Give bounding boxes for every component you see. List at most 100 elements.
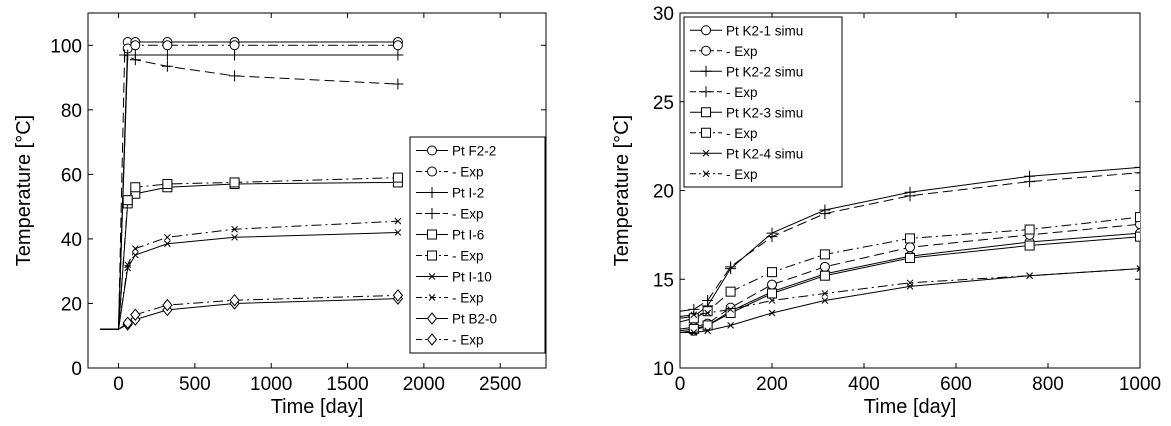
legend-label: - Exp xyxy=(452,249,484,264)
data-point xyxy=(130,182,141,193)
y-tick-label: 80 xyxy=(61,101,82,122)
data-point xyxy=(392,78,404,90)
data-point xyxy=(130,40,141,51)
data-point xyxy=(131,251,139,259)
legend-marker xyxy=(428,273,436,280)
data-point xyxy=(688,323,699,334)
data-point xyxy=(767,267,777,278)
x-tick-label: 1500 xyxy=(326,374,368,395)
y-tick-label: 15 xyxy=(653,270,674,291)
x-tick-label: 800 xyxy=(1032,374,1064,395)
data-point xyxy=(767,288,777,299)
data-point xyxy=(1134,161,1140,173)
data-point xyxy=(229,49,241,61)
legend-label: Pt K2-3 simu xyxy=(726,105,803,120)
legend: Pt K2-1 simu - Exp Pt K2-2 simu - Exp Pt K2-… xyxy=(683,16,843,188)
legend-marker xyxy=(427,145,437,156)
series-8 xyxy=(100,217,402,330)
data-point xyxy=(161,49,173,61)
data-point xyxy=(1026,272,1033,280)
data-point xyxy=(725,286,736,297)
data-point xyxy=(392,49,404,61)
data-point xyxy=(768,309,776,317)
x-tick-label: 1000 xyxy=(250,374,292,395)
x-tick-label: 500 xyxy=(179,374,211,395)
legend-marker xyxy=(701,107,711,118)
data-point xyxy=(904,190,916,202)
legend-marker xyxy=(427,229,437,240)
x-axis-label: Time [day] xyxy=(271,396,364,418)
x-tick-label: 200 xyxy=(756,374,788,395)
series-line xyxy=(680,216,1140,323)
data-point xyxy=(1136,265,1140,272)
series-line xyxy=(100,181,398,330)
data-point xyxy=(725,307,736,318)
data-point xyxy=(690,311,698,319)
legend: Pt F2-2 - Exp Pt I-2 - Exp Pt I-6 - Exp Pt I-1… xyxy=(409,136,546,354)
legend-label: - Exp xyxy=(452,165,484,180)
data-point xyxy=(1135,231,1140,242)
series-4 xyxy=(680,167,1140,315)
data-point xyxy=(768,297,776,304)
data-point xyxy=(702,306,713,317)
data-point xyxy=(161,60,173,72)
plot-area xyxy=(680,161,1140,336)
legend-label: - Exp xyxy=(726,85,758,100)
x-tick-label: 0 xyxy=(113,374,124,395)
y-tick-label: 20 xyxy=(653,182,674,203)
series-9 xyxy=(100,292,404,331)
series-7 xyxy=(680,265,1140,336)
y-tick-label: 25 xyxy=(653,93,674,114)
data-point xyxy=(727,322,734,329)
legend-label: Pt K2-2 simu xyxy=(726,64,803,79)
data-point xyxy=(124,261,132,269)
data-point xyxy=(131,245,139,252)
legend-marker xyxy=(428,294,436,301)
legend-marker xyxy=(426,208,438,219)
series-10 xyxy=(100,289,404,330)
legend-marker xyxy=(426,312,438,325)
data-point xyxy=(229,177,240,188)
y-axis-label: Temperature [°C] xyxy=(13,115,35,266)
data-point xyxy=(1135,212,1140,223)
legend-marker xyxy=(701,127,711,138)
data-point xyxy=(702,295,714,307)
series-line xyxy=(100,41,398,330)
y-tick-label: 10 xyxy=(653,359,674,380)
series-line xyxy=(100,294,398,330)
data-point xyxy=(229,70,241,82)
data-point xyxy=(392,172,403,183)
legend-label: Pt K2-1 simu xyxy=(726,23,803,38)
data-point xyxy=(766,231,778,243)
series-5 xyxy=(100,177,403,330)
data-point xyxy=(688,313,699,324)
data-point xyxy=(394,229,402,236)
legend-label: - Exp xyxy=(452,333,484,348)
data-point xyxy=(164,233,171,241)
y-tick-label: 60 xyxy=(61,165,82,186)
legend-marker xyxy=(701,45,711,56)
data-point xyxy=(704,327,711,335)
y-tick-label: 20 xyxy=(61,294,82,315)
data-point xyxy=(122,195,133,206)
data-point xyxy=(767,279,777,290)
legend-label: - Exp xyxy=(726,44,758,59)
x-tick-label: 600 xyxy=(940,374,972,395)
data-point xyxy=(1134,167,1140,179)
legend-marker xyxy=(700,65,712,77)
data-point xyxy=(819,270,830,281)
data-point xyxy=(819,249,830,260)
x-axis-label: Time [day] xyxy=(864,396,957,418)
series-7 xyxy=(100,229,402,330)
data-point xyxy=(819,208,831,220)
legend-marker xyxy=(427,166,437,177)
data-point xyxy=(819,261,830,272)
legend-box xyxy=(683,16,843,188)
legend-label: - Exp xyxy=(452,207,484,222)
data-point xyxy=(129,54,141,66)
series-line xyxy=(100,220,398,330)
y-tick-label: 40 xyxy=(61,230,82,251)
data-point xyxy=(821,297,829,304)
x-tick-label: 1000 xyxy=(1119,374,1161,395)
